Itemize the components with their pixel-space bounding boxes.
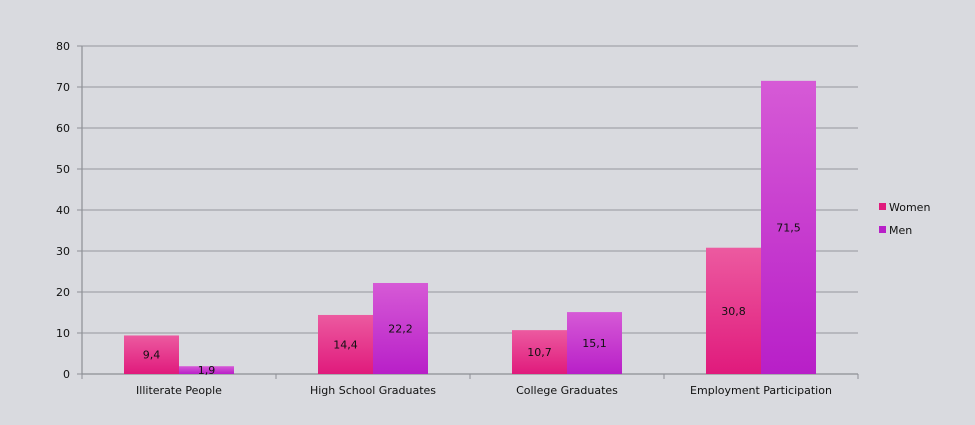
data-label: 22,2 [388, 322, 413, 335]
data-label: 15,1 [582, 337, 607, 350]
data-labels: 9,4 1,9 14,4 22,2 10,7 15,1 30,8 71,5 [143, 221, 801, 377]
bar-women-2 [512, 330, 567, 374]
y-tick-label: 60 [56, 122, 70, 135]
data-label: 71,5 [776, 221, 801, 234]
x-category-label: Illiterate People [136, 384, 222, 397]
bar-women-3 [706, 247, 761, 374]
gridlines [82, 45, 858, 334]
legend-swatch-women [879, 203, 886, 210]
data-label: 1,9 [198, 364, 216, 377]
x-category-label: Employment Participation [690, 384, 832, 397]
y-tick-label: 70 [56, 81, 70, 94]
bar-women-1 [318, 314, 373, 374]
y-tick-label: 40 [56, 204, 70, 217]
data-label: 14,4 [333, 338, 358, 351]
legend: Women Men [879, 201, 930, 237]
y-tick-label: 30 [56, 245, 70, 258]
y-tick-label: 80 [56, 40, 70, 53]
y-tick-label: 50 [56, 163, 70, 176]
y-tick-label: 10 [56, 327, 70, 340]
bar-men-2 [567, 312, 622, 374]
legend-label-women: Women [889, 201, 930, 214]
bar-women-0 [124, 335, 179, 374]
data-label: 9,4 [143, 349, 161, 362]
y-tick-label: 20 [56, 286, 70, 299]
bar-men-1 [373, 282, 428, 374]
legend-label-men: Men [889, 224, 912, 237]
bar-men-0 [179, 366, 234, 374]
legend-swatch-men [879, 226, 886, 233]
y-tick-label: 0 [63, 368, 70, 381]
x-category-label: High School Graduates [310, 384, 436, 397]
data-label: 30,8 [721, 305, 746, 318]
bar-men-3 [761, 80, 816, 374]
x-category-label: College Graduates [516, 384, 618, 397]
data-label: 10,7 [527, 346, 552, 359]
bars [124, 80, 816, 374]
